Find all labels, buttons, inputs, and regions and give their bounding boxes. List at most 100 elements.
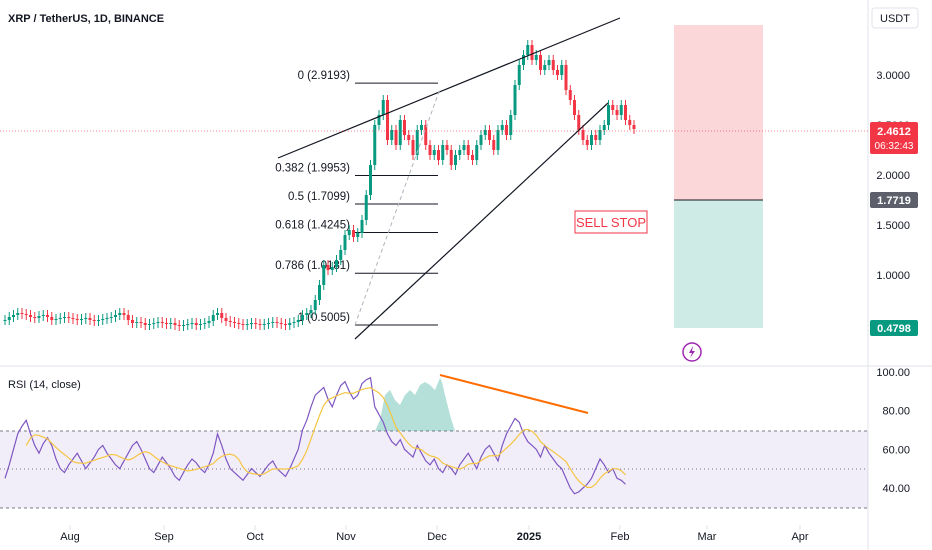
candle-body	[369, 165, 372, 195]
candle-body	[7, 317, 11, 320]
candle-body	[411, 140, 415, 155]
candle-body	[403, 120, 406, 135]
candle-body	[471, 155, 474, 160]
candle-body	[479, 135, 483, 145]
candle-body	[207, 321, 211, 323]
candle-body	[488, 130, 491, 140]
currency-selector[interactable]: USDT	[871, 7, 919, 29]
candle-body	[590, 135, 593, 145]
x-tick-label: Feb	[611, 531, 630, 543]
candle-body	[41, 315, 45, 316]
candle-body	[318, 285, 321, 300]
fib-level-label: 0 (2.9193)	[298, 70, 351, 82]
candle-body	[445, 145, 449, 150]
candle-body	[203, 323, 207, 324]
candle-body	[245, 324, 249, 325]
candle-body	[500, 125, 504, 130]
candle-body	[288, 323, 292, 325]
candle-body	[24, 314, 28, 315]
candle-body	[458, 150, 462, 155]
candle-body	[335, 260, 338, 267]
candle-body	[624, 105, 627, 120]
candle-body	[309, 310, 313, 313]
candle-body	[483, 130, 487, 135]
candle-body	[194, 323, 198, 325]
candle-body	[33, 317, 37, 318]
candle-body	[199, 324, 202, 325]
candle-body	[211, 315, 215, 321]
candle-body	[615, 110, 619, 115]
candle-body	[114, 315, 117, 317]
x-tick-label: Aug	[60, 531, 80, 543]
candle-body	[135, 322, 139, 323]
x-axis: Aug Sep Oct Nov Dec 2025 Feb Mar Apr	[60, 525, 809, 543]
candle-body	[407, 135, 411, 140]
candle-body	[386, 100, 389, 140]
candle-body	[50, 317, 54, 320]
fib-level-label: 0.5 (1.7099)	[288, 191, 350, 203]
candle-body	[441, 145, 445, 160]
x-tick-label: Mar	[698, 531, 717, 543]
candle-body	[543, 65, 547, 70]
candle-body	[539, 55, 542, 70]
last-price-badge: 2.4612 06:32:43	[870, 122, 918, 154]
currency-label: USDT	[880, 13, 910, 25]
candle-body	[377, 115, 381, 125]
candle-body	[492, 140, 496, 150]
candle-body	[224, 318, 228, 321]
candle-body	[131, 320, 134, 323]
candle-body	[560, 65, 564, 75]
candle-body	[101, 319, 105, 320]
candle-body	[475, 145, 479, 160]
candle-body	[126, 315, 130, 320]
candle-body	[173, 323, 177, 325]
candle-body	[46, 315, 49, 317]
candle-body	[292, 322, 296, 323]
candle-body	[271, 322, 275, 323]
candle-body	[509, 115, 513, 135]
rsi-y-axis: 100.00 80.00 60.00 40.00	[876, 367, 910, 495]
candle-body	[505, 125, 508, 135]
alert-lightning-icon[interactable]	[682, 342, 702, 362]
candle-body	[462, 145, 466, 150]
candle-body	[3, 320, 7, 321]
candle-body	[420, 125, 423, 130]
candle-body	[80, 319, 83, 320]
candle-body	[84, 318, 88, 319]
fib-level-label: 0.618 (1.4245)	[275, 220, 350, 232]
candle-body	[330, 267, 334, 270]
candle-body	[118, 313, 122, 315]
candle-body	[449, 150, 453, 165]
candle-body	[29, 315, 32, 317]
fib-retracement: 0 (2.9193) 0.382 (1.9953) 0.5 (1.7099) 0.61…	[275, 70, 438, 326]
target-price-badge: 0.4798	[870, 320, 918, 336]
candle-body	[611, 105, 615, 110]
candle-body	[241, 324, 245, 325]
candle-body	[63, 317, 66, 318]
candle-body	[390, 130, 394, 140]
candle-body	[75, 319, 79, 320]
candle-body	[530, 45, 534, 60]
candle-body	[143, 323, 147, 325]
candle-body	[296, 320, 300, 322]
candle-body	[602, 125, 606, 130]
candle-body	[585, 140, 589, 145]
candle-body	[92, 320, 96, 321]
candle-body	[594, 135, 598, 140]
price-candles	[3, 40, 636, 331]
candle-body	[577, 115, 581, 130]
candle-body	[598, 130, 602, 140]
candle-body	[628, 120, 632, 125]
rsi-y-tick-label: 80.00	[882, 406, 910, 418]
sell-stop-annotation: SELL STOP	[574, 210, 648, 234]
candle-body	[547, 60, 551, 65]
candle-body	[37, 316, 41, 318]
candle-body	[20, 313, 24, 314]
candle-body	[526, 45, 530, 55]
x-tick-label: 2025	[517, 531, 541, 543]
candle-body	[339, 250, 343, 260]
x-tick-label: Sep	[154, 531, 174, 543]
candle-body	[182, 325, 185, 326]
candle-body	[152, 323, 156, 324]
